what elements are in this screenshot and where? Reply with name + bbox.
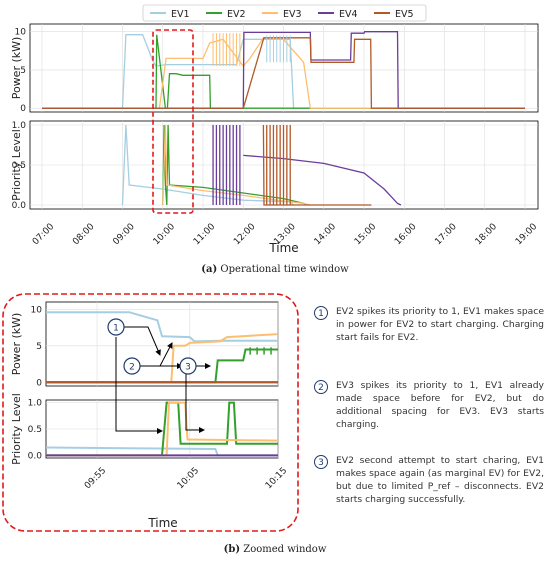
series-ev1 — [121, 124, 295, 206]
x-tick-label: 18:00 — [474, 222, 500, 248]
arrow-1b — [124, 326, 161, 356]
zoom-series-ev3 — [46, 333, 279, 384]
caption-a: (a) Operational time window — [201, 264, 349, 275]
zoom-priority-y-tick: 1.0 — [28, 399, 43, 409]
x-tick-label: 12:00 — [232, 222, 258, 248]
priority-ylabel: Priority Level — [10, 129, 23, 201]
power-series — [42, 31, 525, 109]
zoom-x-tick: 10:05 — [176, 466, 201, 491]
legend-label-ev2: EV2 — [227, 9, 246, 20]
zoom-power-ylabel: Power (kW) — [10, 313, 23, 376]
series-ev4 — [42, 31, 525, 109]
legend-label-ev1: EV1 — [171, 9, 190, 20]
zoom-panel-border — [2, 293, 299, 532]
annotation-arrows — [115, 326, 211, 434]
svg-text:3: 3 — [185, 363, 191, 373]
x-tick-label: 17:00 — [433, 222, 459, 248]
zoom-priority-y-tick: 0.0 — [28, 451, 43, 461]
annotation-text-1: EV2 spikes its priority to 1, EV1 makes … — [336, 306, 544, 343]
annotation-text-3: EV2 second attempt to start charing, EV1… — [336, 455, 544, 505]
x-tick-label: 07:00 — [31, 222, 57, 248]
legend-label-ev3: EV3 — [283, 9, 302, 20]
arrow-1 — [115, 337, 163, 434]
zoom-power-y-tick: 5 — [36, 342, 42, 352]
legend-label-ev4: EV4 — [339, 9, 358, 20]
zoom-power-y-tick: 10 — [31, 305, 43, 315]
legend: EV1 EV2 EV3 EV4 EV5 — [142, 4, 427, 22]
time-xlabel: Time — [268, 241, 298, 255]
power-plot-frame — [29, 23, 539, 113]
legend-label-ev5: EV5 — [395, 9, 414, 20]
zoom-priority-y-tick: 0.5 — [28, 425, 42, 435]
zoom-x-tick: 10:15 — [264, 466, 289, 491]
svg-text:2: 2 — [129, 363, 135, 373]
zoom-power-frame — [45, 301, 279, 387]
power-ylabel: Power (kW) — [10, 37, 23, 100]
priority-y-tick: 1.0 — [12, 121, 27, 131]
x-tick-label: 19:00 — [514, 222, 540, 248]
circle-markers: 1 2 3 — [107, 318, 197, 375]
power-y-tick: 0 — [20, 104, 26, 114]
zoom-x-tick: 09:55 — [83, 466, 108, 491]
priority-series — [121, 124, 402, 206]
annotation-number-3: 3 — [314, 455, 328, 469]
priority-y-tick: 0.5 — [12, 161, 26, 171]
zoom-series — [45, 302, 279, 458]
x-tick-label: 09:00 — [111, 222, 137, 248]
annotation-number-1: 1 — [314, 306, 328, 320]
caption-b: (b) Zoomed window — [224, 544, 327, 555]
zoom-highlight-box — [152, 29, 194, 214]
power-y-tick: 5 — [20, 66, 26, 76]
x-tick-label: 10:00 — [152, 222, 178, 248]
x-tick-label: 11:00 — [192, 222, 218, 248]
zoom-ticks: 0 5 10 0.0 0.5 1.0 09:55 10:05 10:15 — [28, 305, 290, 491]
annotation-text-2: EV3 spikes its priority to 1, EV1 alread… — [336, 380, 544, 430]
zoom-priority-ylabel: Priority Level — [10, 393, 23, 465]
svg-text:1: 1 — [113, 324, 119, 334]
series-ev5 — [262, 124, 372, 206]
x-tick-label: 08:00 — [71, 222, 97, 248]
x-tick-label: 16:00 — [393, 222, 419, 248]
axis-ticks: 07:00 08:00 09:00 10:00 11:00 12:00 13:00 14:00… — [12, 28, 540, 248]
series-ev5 — [42, 37, 525, 109]
priority-y-tick: 0.0 — [12, 201, 27, 211]
annotation-number-2: 2 — [314, 380, 328, 394]
zoom-power-y-tick: 0 — [36, 378, 42, 388]
zoom-series-ev2 — [46, 401, 278, 457]
x-tick-label: 14:00 — [313, 222, 339, 248]
x-tick-label: 15:00 — [353, 222, 379, 248]
power-y-tick: 10 — [15, 28, 27, 38]
zoom-time-xlabel: Time — [147, 516, 177, 530]
arrow-3b — [185, 374, 205, 433]
